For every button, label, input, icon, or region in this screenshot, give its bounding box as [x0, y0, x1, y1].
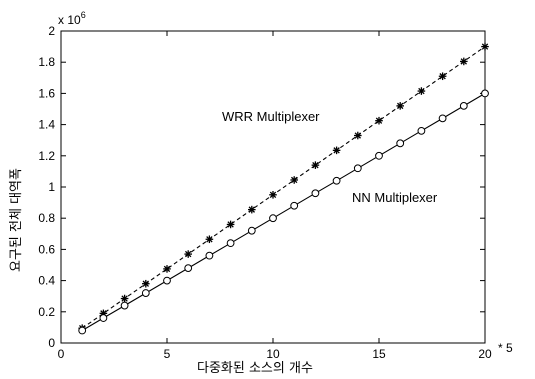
data-point-nn-multiplexer: [78, 326, 87, 335]
data-point-nn-multiplexer: [120, 301, 129, 310]
y-multiplier-base: x 10: [58, 13, 81, 27]
data-point-wrr-multiplexer: [248, 205, 256, 214]
data-point-nn-multiplexer: [247, 226, 256, 235]
y-tick-label: 0: [48, 336, 55, 350]
axis-ticks: 0 5 10 15 20 0 0.2 0.4 0.6 0.8 1 1.2 1.4 1.6 1.8 2: [38, 24, 492, 361]
data-point-nn-multiplexer: [481, 89, 489, 98]
y-tick-label: 1.6: [38, 86, 55, 100]
data-point-wrr-multiplexer: [226, 220, 235, 229]
y-tick-label: 0.4: [38, 274, 55, 288]
data-point-nn-multiplexer: [226, 239, 235, 248]
data-point-wrr-multiplexer: [269, 191, 277, 199]
x-tick-label: 5: [164, 347, 171, 361]
data-point-wrr-multiplexer: [205, 235, 214, 244]
data-point-wrr-multiplexer: [311, 161, 320, 169]
data-point-nn-multiplexer: [375, 151, 383, 160]
x-axis-title: 다중화된 소스의 개수: [197, 361, 313, 376]
data-point-nn-multiplexer: [311, 189, 320, 198]
plot-area: [60, 30, 486, 344]
data-point-wrr-multiplexer: [481, 42, 489, 51]
data-point-nn-multiplexer: [417, 126, 426, 135]
series-layer: [78, 42, 489, 335]
y-tick-label: 2: [48, 24, 55, 38]
data-point-nn-multiplexer: [163, 276, 171, 285]
data-point-wrr-multiplexer: [438, 72, 447, 81]
y-multiplier-label: x 106: [58, 10, 86, 27]
data-point-nn-multiplexer: [353, 164, 362, 173]
data-point-nn-multiplexer: [438, 114, 447, 123]
x-tick-label: 10: [266, 347, 280, 361]
annotation-nn-multiplexer: NN Multiplexer: [352, 190, 438, 205]
data-point-nn-multiplexer: [269, 214, 277, 223]
y-multiplier-exponent: 6: [81, 10, 86, 20]
data-point-nn-multiplexer: [459, 101, 468, 110]
y-tick-label: 0.6: [38, 242, 55, 256]
data-point-nn-multiplexer: [184, 264, 193, 273]
data-point-wrr-multiplexer: [332, 146, 341, 155]
data-point-wrr-multiplexer: [375, 116, 383, 125]
data-point-nn-multiplexer: [396, 139, 405, 148]
y-tick-label: 1.2: [38, 149, 55, 163]
series-line-nn-multiplexer: [81, 92, 486, 331]
data-point-wrr-multiplexer: [142, 279, 150, 288]
y-tick-label: 1: [48, 180, 55, 194]
x-tick-label: 20: [478, 347, 492, 361]
data-point-wrr-multiplexer: [184, 250, 192, 258]
x-tick-label: 0: [58, 347, 65, 361]
data-point-wrr-multiplexer: [354, 131, 362, 140]
data-point-nn-multiplexer: [205, 251, 214, 260]
y-tick-label: 0.2: [38, 305, 55, 319]
data-point-wrr-multiplexer: [460, 57, 468, 66]
data-point-nn-multiplexer: [99, 314, 108, 322]
y-tick-label: 0.8: [38, 211, 55, 225]
data-point-wrr-multiplexer: [417, 87, 426, 95]
y-tick-label: 1.4: [38, 118, 55, 132]
x-tick-label: 15: [372, 347, 386, 361]
data-point-nn-multiplexer: [141, 289, 150, 297]
x-multiplier-label: * 5: [498, 341, 513, 355]
data-point-nn-multiplexer: [332, 176, 341, 185]
data-point-wrr-multiplexer: [290, 176, 298, 184]
y-axis-title: 요구된 전체 대역폭: [9, 168, 24, 272]
data-point-wrr-multiplexer: [163, 265, 171, 273]
y-tick-label: 1.8: [38, 55, 55, 69]
annotation-wrr-multiplexer: WRR Multiplexer: [222, 109, 320, 124]
series-line-wrr-multiplexer: [81, 46, 486, 329]
data-point-wrr-multiplexer: [396, 102, 404, 110]
data-point-wrr-multiplexer: [120, 294, 129, 303]
data-point-nn-multiplexer: [290, 201, 299, 210]
